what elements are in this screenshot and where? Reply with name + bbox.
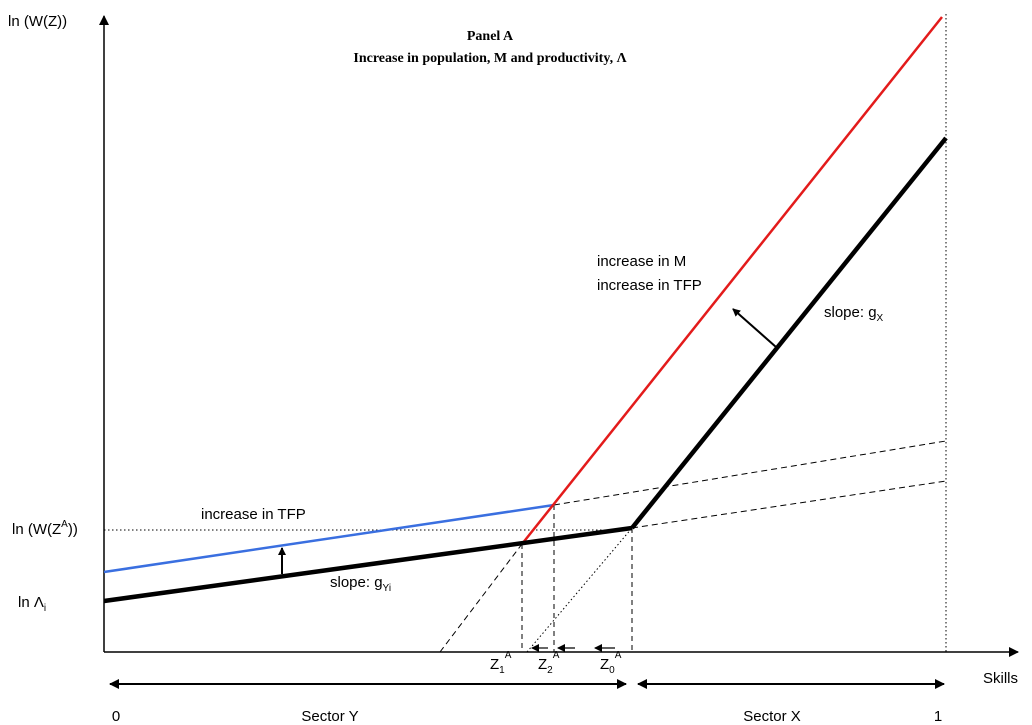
dashed-sector-y-extension-lower xyxy=(631,480,947,529)
slope-x-label: slope: gX xyxy=(824,304,884,324)
slope-y-label: slope: gYi xyxy=(330,574,391,594)
panel-subtitle: Increase in population, M and productivi… xyxy=(353,51,626,66)
sector-x-label: Sector X xyxy=(743,708,801,725)
red-wage-line xyxy=(521,16,943,545)
sector-y-label: Sector Y xyxy=(301,708,358,725)
z0-label: Z0A xyxy=(600,650,622,676)
panel-title: Panel A xyxy=(467,29,514,44)
tfp-high-label: increase in TFP xyxy=(597,277,702,294)
z2-label: Z2A xyxy=(538,650,560,676)
m-increase-label: increase in M xyxy=(597,253,686,270)
tfp-shift-arrow-high xyxy=(732,308,777,348)
x-axis-label: Skills xyxy=(983,670,1018,687)
blue-wage-line xyxy=(103,503,555,574)
y-axis-label: ln (W(Z)) xyxy=(8,13,67,30)
black-sector-x-line xyxy=(630,136,948,530)
x-tick-zero: 0 xyxy=(112,708,120,725)
dotted-diagonal xyxy=(526,527,633,653)
z1-label: Z1A xyxy=(490,650,512,676)
tfp-low-label: increase in TFP xyxy=(201,506,306,523)
dashed-sector-x-extension xyxy=(439,543,523,653)
black-sector-y-line xyxy=(103,525,633,604)
lambda-label: ln Λi xyxy=(18,594,46,614)
dashed-sector-y-extension-upper xyxy=(553,440,947,506)
x-tick-one: 1 xyxy=(934,708,942,725)
threshold-wage-label: ln (W(ZA)) xyxy=(12,519,78,538)
